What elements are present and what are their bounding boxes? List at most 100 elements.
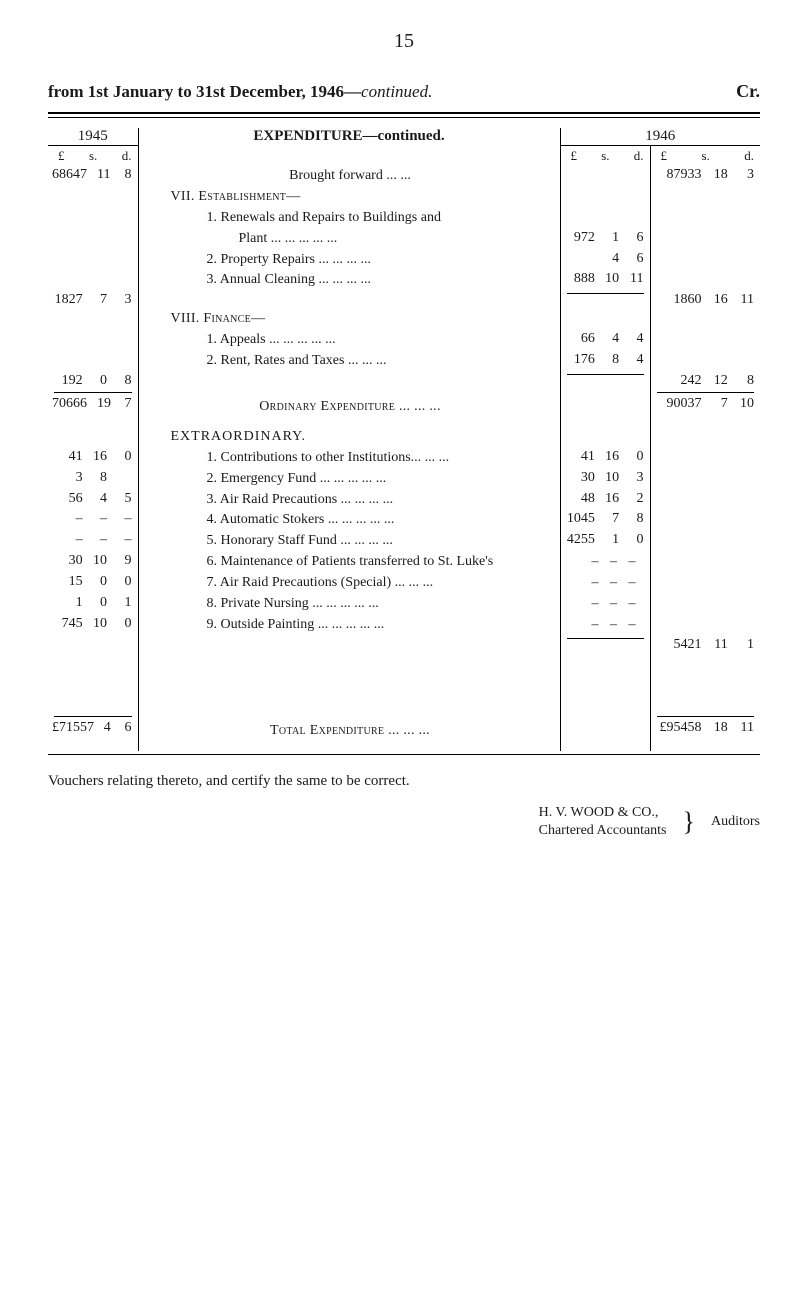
desc-x4: 4. Automatic Stokers ... ... ... ... ... bbox=[139, 510, 560, 531]
auditor-firm: H. V. WOOD & CO., bbox=[539, 804, 667, 822]
lsd-L: £ bbox=[571, 148, 578, 164]
lsd-s: s. bbox=[601, 148, 609, 164]
left-total: £7155746 bbox=[48, 719, 138, 737]
row-x7: 1500 7. Air Raid Precautions (Special) .… bbox=[48, 573, 760, 594]
rightA-x6: – – – bbox=[561, 552, 650, 573]
year-row: 1945 EXPENDITURE—continued. 1946 bbox=[48, 128, 760, 146]
rightA-x9: – – – bbox=[561, 615, 650, 636]
rightB-bf: 87933183 bbox=[651, 166, 761, 184]
page-number: 15 bbox=[48, 30, 760, 53]
desc-x8: 8. Private Nursing ... ... ... ... ... bbox=[139, 594, 560, 615]
rule-rightB-total bbox=[657, 716, 755, 717]
desc-x1: 1. Contributions to other Institutions..… bbox=[139, 448, 560, 469]
row-total: £7155746 Total Expenditure ... ... ... £… bbox=[48, 714, 760, 745]
rightA-x3: 48162 bbox=[561, 490, 650, 508]
title-right: Cr. bbox=[736, 81, 760, 102]
rightB-finance: 242128 bbox=[651, 372, 761, 390]
left-e1: 41160 bbox=[48, 448, 138, 466]
desc-vii: VII. Establishment— bbox=[139, 187, 560, 208]
lsd-L: £ bbox=[661, 148, 668, 164]
left-e7: 1500 bbox=[48, 573, 138, 591]
left-r4: 70666197 bbox=[48, 395, 138, 413]
row-x5: ––– 5. Honorary Staff Fund ... ... ... .… bbox=[48, 531, 760, 552]
row-viii-total: 19208 242128 bbox=[48, 372, 760, 390]
rule-top-thin bbox=[48, 117, 760, 118]
row-x2: 38 2. Emergency Fund ... ... ... ... ...… bbox=[48, 469, 760, 490]
rightA-x5: 425510 bbox=[561, 531, 650, 549]
desc-x3: 3. Air Raid Precautions ... ... ... ... bbox=[139, 490, 560, 511]
desc-x5: 5. Honorary Staff Fund ... ... ... ... bbox=[139, 531, 560, 552]
rightB-extra: 5421111 bbox=[651, 636, 761, 654]
rule-below-table bbox=[48, 754, 760, 755]
year-left: 1945 bbox=[48, 128, 138, 146]
page: 15 from 1st January to 31st December, 19… bbox=[0, 0, 800, 900]
row-ordinary: 70666197 Ordinary Expenditure ... ... ..… bbox=[48, 390, 760, 421]
rightA-x8: – – – bbox=[561, 594, 650, 615]
row-x6: 30109 6. Maintenance of Patients transfe… bbox=[48, 552, 760, 573]
rightA-x7: – – – bbox=[561, 573, 650, 594]
lsd-d: d. bbox=[122, 148, 132, 164]
auditors-block: H. V. WOOD & CO., Chartered Accountants … bbox=[48, 804, 760, 840]
row-viii: VIII. Finance— bbox=[48, 309, 760, 330]
left-e8: 101 bbox=[48, 594, 138, 612]
row-vii: VII. Establishment— bbox=[48, 187, 760, 208]
left-e5: ––– bbox=[48, 531, 138, 549]
desc-ordinary: Ordinary Expenditure ... ... ... bbox=[139, 390, 560, 421]
desc-x9: 9. Outside Painting ... ... ... ... ... bbox=[139, 615, 560, 636]
expenditure-heading: EXPENDITURE—continued. bbox=[138, 128, 560, 146]
rightA-clean: 8881011 bbox=[561, 270, 650, 288]
row-vii-total: 182773 18601611 bbox=[48, 291, 760, 309]
rule-rightB-ord bbox=[657, 392, 755, 393]
desc-viii-2: 2. Rent, Rates and Taxes ... ... ... bbox=[139, 351, 560, 372]
rightB-total: £954581811 bbox=[651, 719, 761, 737]
lsd-s: s. bbox=[89, 148, 97, 164]
row-viii-2: 2. Rent, Rates and Taxes ... ... ... 176… bbox=[48, 351, 760, 372]
row-extra-head: EXTRAORDINARY. bbox=[48, 427, 760, 448]
desc-x2: 2. Emergency Fund ... ... ... ... ... bbox=[139, 469, 560, 490]
row-x8: 101 8. Private Nursing ... ... ... ... .… bbox=[48, 594, 760, 615]
desc-total: Total Expenditure ... ... ... bbox=[139, 714, 560, 745]
title-left: from 1st January to 31st December, 1946—… bbox=[48, 82, 432, 102]
row-x9: 745100 9. Outside Painting ... ... ... .… bbox=[48, 615, 760, 636]
auditor-names: H. V. WOOD & CO., Chartered Accountants bbox=[539, 804, 667, 840]
auditors-label: Auditors bbox=[711, 814, 760, 830]
desc-x7: 7. Air Raid Precautions (Special) ... ..… bbox=[139, 573, 560, 594]
rule-left-ord bbox=[54, 392, 132, 393]
row-total-bottom bbox=[48, 745, 760, 751]
auditor-sub: Chartered Accountants bbox=[539, 822, 667, 840]
rightA-x1: 41160 bbox=[561, 448, 650, 466]
lsd-rightA: £ s. d. bbox=[561, 146, 650, 166]
rightB-estab: 18601611 bbox=[651, 291, 761, 309]
row-vii-2: 2. Property Repairs ... ... ... ... 46 bbox=[48, 250, 760, 271]
left-e2: 38 bbox=[48, 469, 138, 487]
left-e9: 745100 bbox=[48, 615, 138, 633]
brace-icon: } bbox=[683, 810, 695, 833]
rightA-prop: 46 bbox=[561, 250, 650, 268]
rightA-x4: 104578 bbox=[561, 510, 650, 528]
desc-viii-1: 1. Appeals ... ... ... ... ... bbox=[139, 330, 560, 351]
year-right: 1946 bbox=[560, 128, 760, 146]
row-extra-total: 5421111 bbox=[48, 636, 760, 654]
left-r1: 68647118 bbox=[48, 166, 138, 184]
title-row: from 1st January to 31st December, 1946—… bbox=[48, 81, 760, 102]
row-x1: 41160 1. Contributions to other Institut… bbox=[48, 448, 760, 469]
desc-vii-3: 3. Annual Cleaning ... ... ... ... bbox=[139, 270, 560, 291]
title-prefix: from 1st January to 31st December, 1946— bbox=[48, 82, 361, 101]
row-gap bbox=[48, 654, 760, 714]
left-r3: 19208 bbox=[48, 372, 138, 390]
row-viii-1: 1. Appeals ... ... ... ... ... 6644 bbox=[48, 330, 760, 351]
left-e3: 5645 bbox=[48, 490, 138, 508]
desc-bf: Brought forward ... ... bbox=[139, 166, 560, 187]
vouchers-line: Vouchers relating thereto, and certify t… bbox=[48, 773, 760, 790]
rightA-appeals: 6644 bbox=[561, 330, 650, 348]
row-vii-1b: Plant ... ... ... ... ... 97216 bbox=[48, 229, 760, 250]
rightA-x2: 30103 bbox=[561, 469, 650, 487]
left-e4: ––– bbox=[48, 510, 138, 528]
lsd-d: d. bbox=[634, 148, 644, 164]
row-bf: 68647118 Brought forward ... ... 8793318… bbox=[48, 166, 760, 187]
rule-top-thick bbox=[48, 112, 760, 114]
lsd-rightB: £ s. d. bbox=[651, 146, 761, 166]
desc-vii-2: 2. Property Repairs ... ... ... ... bbox=[139, 250, 560, 271]
left-e6: 30109 bbox=[48, 552, 138, 570]
rule-finance bbox=[567, 374, 644, 375]
